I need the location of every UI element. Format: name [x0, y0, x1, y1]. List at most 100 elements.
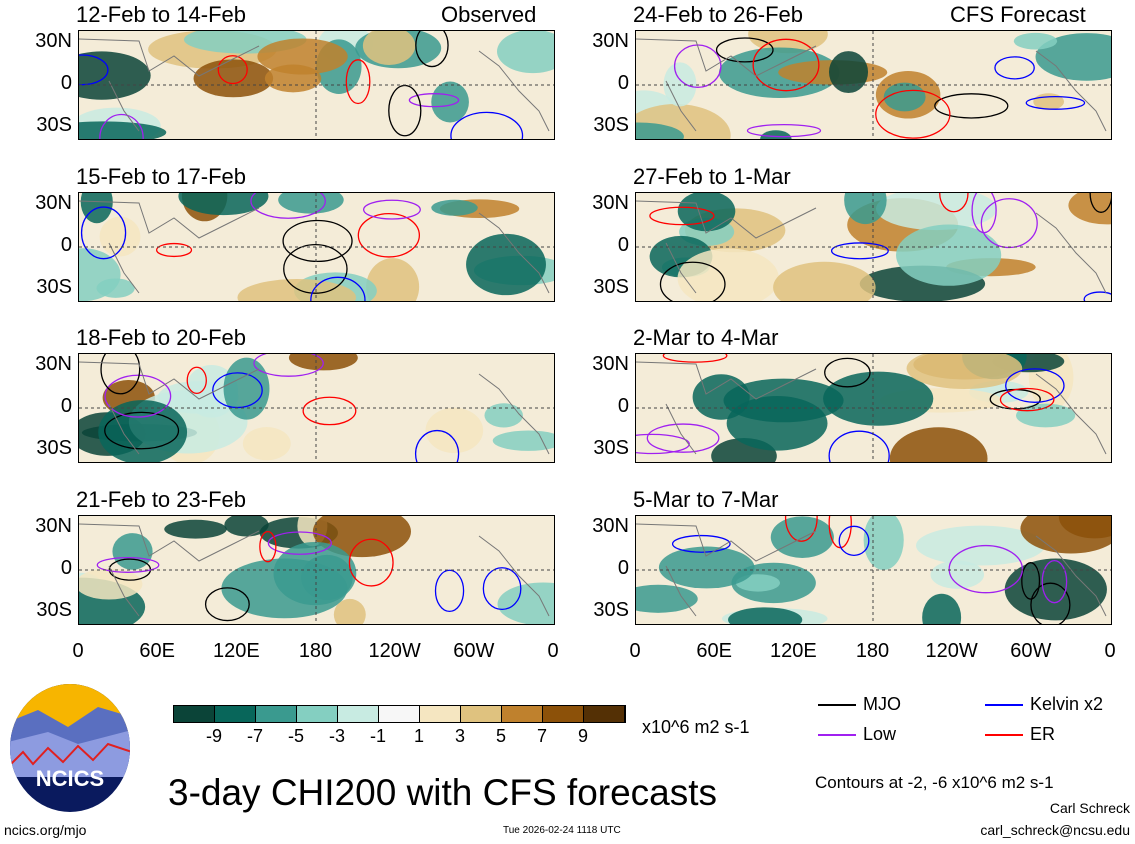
- footer-email: carl_schreck@ncsu.edu: [980, 822, 1130, 838]
- anomaly-shading: [677, 248, 779, 301]
- wave-contour: [830, 242, 889, 260]
- colorbar-tick-label: -5: [287, 726, 305, 746]
- anomaly-shading: [906, 354, 1023, 390]
- wave-contour: [671, 534, 731, 553]
- lon-tick-label: 180: [855, 640, 890, 662]
- wave-contour: [715, 37, 774, 63]
- lat-tick-label: 0: [60, 395, 72, 417]
- wave-contour: [204, 587, 250, 622]
- lat-tick-label: 30S: [593, 276, 629, 298]
- anomaly-shading: [636, 122, 684, 139]
- coastline: [636, 200, 1107, 294]
- wave-contour: [659, 261, 726, 301]
- panel-title: 15-Feb to 17-Feb: [76, 164, 246, 189]
- map-panel: [635, 192, 1112, 302]
- wave-contour: [362, 199, 421, 220]
- lat-tick-label: 30N: [592, 353, 629, 375]
- lat-tick-label: 30N: [592, 515, 629, 537]
- map-panel: [78, 515, 555, 625]
- wave-contour: [1005, 368, 1065, 403]
- forecast-label: CFS Forecast: [950, 2, 1086, 27]
- wave-contour: [80, 206, 127, 260]
- wave-contour: [348, 538, 394, 587]
- anomaly-shading: [264, 64, 322, 93]
- legend-label: ER: [1030, 724, 1056, 744]
- wave-contour: [1025, 95, 1086, 110]
- anomaly-shading: [178, 193, 269, 216]
- wave-contour: [302, 396, 357, 426]
- lon-tick-label: 0: [629, 640, 641, 662]
- wave-contour: [1030, 582, 1071, 624]
- map-panel: [78, 30, 555, 140]
- wave-contour: [408, 93, 460, 108]
- anomaly-shading: [663, 62, 697, 107]
- wave-contour: [259, 530, 277, 563]
- anomaly-shading: [425, 407, 484, 454]
- anomaly-shading: [237, 279, 357, 301]
- legend-label: Kelvin x2: [1030, 694, 1104, 714]
- legend-line: [818, 704, 856, 706]
- lon-tick-label: 0: [72, 640, 84, 662]
- anomaly-shading: [1004, 558, 1107, 621]
- anomaly-shading: [922, 593, 962, 624]
- lon-tick-label: 120W: [368, 640, 421, 662]
- legend-line: [985, 734, 1023, 736]
- anomaly-shading: [484, 403, 523, 428]
- panel-title: 18-Feb to 20-Feb: [76, 325, 246, 350]
- lat-tick-label: 30N: [35, 353, 72, 375]
- colorbar-tick-label: 5: [495, 726, 507, 746]
- anomaly-shading: [79, 51, 151, 100]
- wave-contour: [100, 354, 141, 395]
- svg-text:NCICS: NCICS: [36, 766, 104, 791]
- lon-tick-label: 120W: [925, 640, 978, 662]
- wave-contour: [646, 423, 720, 453]
- lon-tick-label: 60E: [696, 640, 732, 662]
- anomaly-shading: [164, 519, 227, 539]
- anomaly-shading: [1013, 32, 1058, 50]
- colorbar-tick-label: -1: [369, 726, 387, 746]
- anomaly-shading: [497, 31, 554, 74]
- wave-contour: [310, 276, 366, 301]
- colorbar-swatch: [215, 706, 256, 722]
- wave-contour: [1021, 562, 1041, 600]
- anomaly-shading: [333, 598, 366, 624]
- lon-tick-label: 60E: [139, 640, 175, 662]
- lat-tick-label: 30S: [36, 276, 72, 298]
- wave-contour: [250, 193, 326, 219]
- map-panel: [635, 30, 1112, 140]
- coastline: [79, 38, 550, 132]
- wave-contour: [1083, 291, 1111, 301]
- anomaly-shading: [431, 81, 469, 123]
- wave-contour: [1089, 193, 1111, 213]
- wave-contour: [253, 354, 324, 377]
- anomaly-shading: [79, 121, 167, 139]
- colorbar-tick-label: 3: [454, 726, 466, 746]
- colorbar-units: x10^6 m2 s-1: [642, 717, 750, 737]
- lat-tick-label: 30S: [593, 114, 629, 136]
- wave-contour: [971, 193, 997, 234]
- wave-contour: [267, 531, 332, 555]
- anomaly-shading: [828, 51, 869, 94]
- wave-contour: [155, 242, 193, 258]
- anomaly-shading: [312, 516, 411, 558]
- anomaly-shading: [770, 516, 834, 559]
- wave-contour: [752, 38, 820, 92]
- wave-contour: [948, 544, 1024, 594]
- wave-contour: [217, 55, 248, 85]
- wave-contour: [482, 567, 522, 611]
- wave-contour: [636, 433, 690, 455]
- lon-tick-label: 0: [1104, 640, 1116, 662]
- coastline: [79, 523, 550, 617]
- colorbar-tick-label: 1: [413, 726, 425, 746]
- colorbar-swatch: [256, 706, 297, 722]
- wave-contour: [999, 387, 1055, 412]
- panel-title: 21-Feb to 23-Feb: [76, 487, 246, 512]
- map-panel: [78, 353, 555, 463]
- figure-title: 3-day CHI200 with CFS forecasts: [168, 772, 718, 813]
- panel-title: 27-Feb to 1-Mar: [633, 164, 791, 189]
- colorbar-tick-label: 7: [536, 726, 548, 746]
- observed-label: Observed: [441, 2, 537, 27]
- ncics-logo: NCICS: [10, 684, 130, 812]
- lon-tick-label: 60W: [453, 640, 495, 662]
